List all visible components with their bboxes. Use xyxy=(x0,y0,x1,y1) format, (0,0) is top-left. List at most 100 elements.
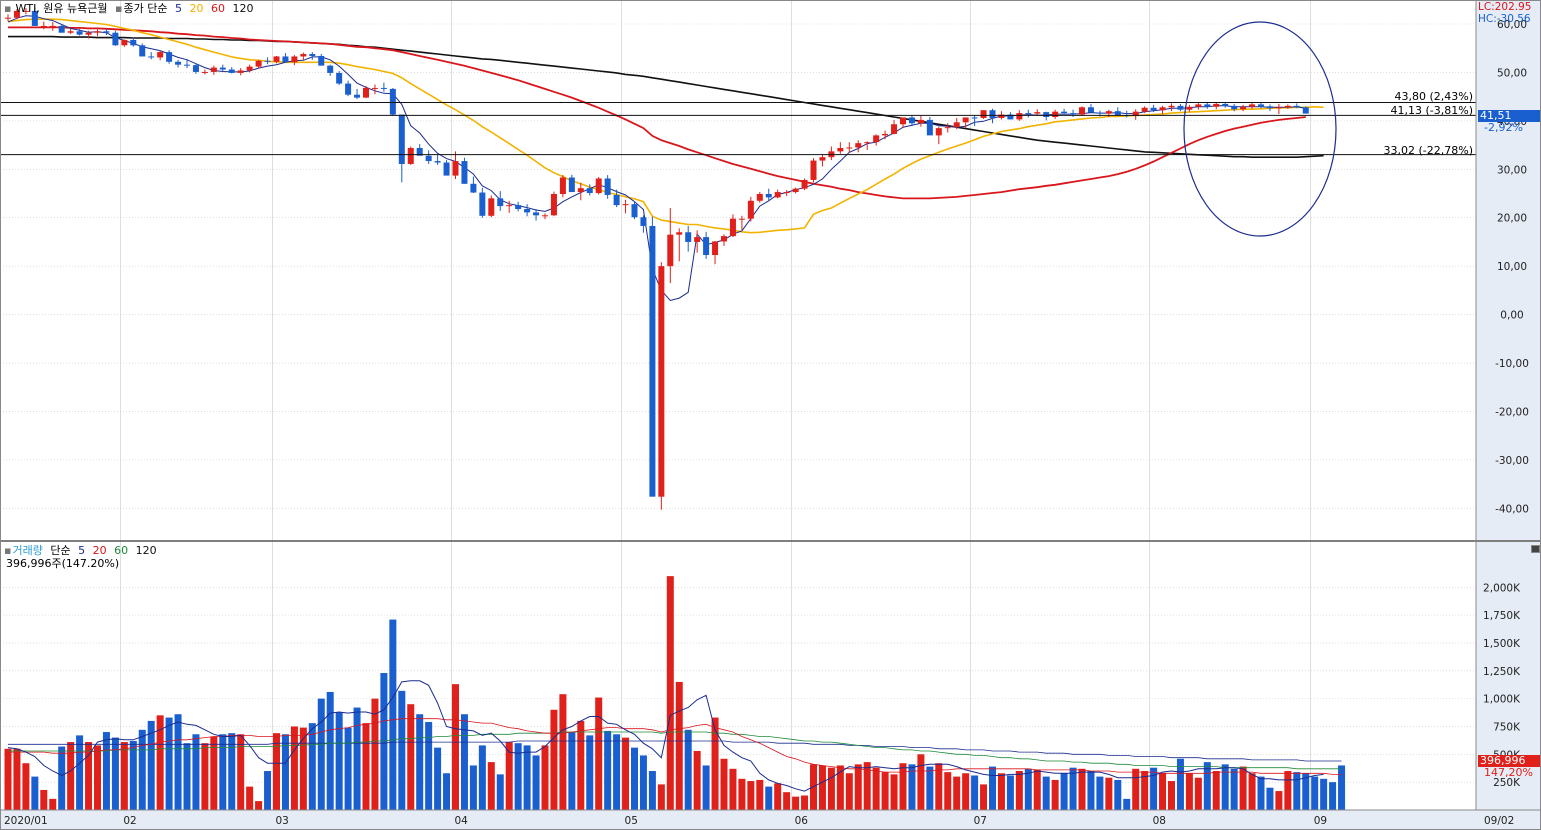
candle-body xyxy=(703,237,710,256)
ma60-line xyxy=(8,26,1306,200)
volume-bar xyxy=(953,776,961,810)
volume-bar xyxy=(505,742,513,810)
volume-bar xyxy=(1338,765,1346,810)
volume-panel-button[interactable] xyxy=(1531,545,1540,553)
candle-body xyxy=(112,32,119,46)
candle-body xyxy=(891,124,898,134)
volume-bar xyxy=(1221,764,1229,810)
volume-bar xyxy=(138,729,146,810)
candle-body xyxy=(291,56,298,63)
candle-body xyxy=(1052,111,1059,117)
volume-bar xyxy=(836,765,844,810)
current-price-change: -2,92% xyxy=(1484,121,1523,134)
price-tick-label: -10,00 xyxy=(1495,358,1529,370)
volume-bar xyxy=(1159,773,1167,810)
candle-body xyxy=(586,188,593,194)
volume-tick-label: 2,000K xyxy=(1483,582,1521,594)
price-tick-label: 30,00 xyxy=(1497,164,1527,176)
volume-bar xyxy=(210,736,218,810)
level-label-1: 43,80 (2,43%) xyxy=(1394,90,1473,103)
candle-body xyxy=(282,56,289,63)
volume-bar xyxy=(989,766,996,810)
candle-body xyxy=(738,218,745,220)
candle-body xyxy=(550,193,557,216)
volume-bar xyxy=(165,717,173,810)
candle-body xyxy=(40,25,47,27)
candle-body xyxy=(264,60,271,62)
volume-bar xyxy=(1239,766,1247,810)
candle-body xyxy=(801,179,808,189)
candle-body xyxy=(908,117,915,124)
volume-bar xyxy=(532,755,540,810)
candle-body xyxy=(1249,104,1256,107)
candle-body xyxy=(640,217,647,226)
volume-bar xyxy=(613,734,621,810)
volume-bar xyxy=(308,723,316,810)
candle-body xyxy=(667,234,674,267)
volume-bar xyxy=(102,732,110,810)
volume-bar xyxy=(1194,777,1202,810)
ma5-line xyxy=(7,15,1306,302)
candle-body xyxy=(792,188,799,193)
candle-body xyxy=(497,198,504,207)
volume-bar xyxy=(774,783,782,810)
volume-bar xyxy=(702,765,710,810)
volume-tick-label: 1,250K xyxy=(1483,666,1521,678)
candle-body xyxy=(944,127,951,129)
volume-bar xyxy=(111,737,119,810)
x-tick-label: 05 xyxy=(625,815,638,827)
ma-legend-marker-icon: ▪ xyxy=(115,2,123,15)
x-tick-label-last: 09/02 xyxy=(1484,815,1514,827)
vol-ma120-line xyxy=(8,740,1342,762)
x-axis-ticks: 2020/01 02 03 04 05 06 07 08 09 09/02 xyxy=(4,815,1514,827)
candle-body xyxy=(273,56,280,62)
candle-body xyxy=(130,39,137,46)
candle-body xyxy=(577,188,584,193)
volume-bar xyxy=(1185,773,1193,810)
candle-body xyxy=(1096,112,1103,114)
volume-bar xyxy=(147,720,155,810)
volume-tick-label: 750K xyxy=(1493,721,1521,733)
volume-bar xyxy=(1150,767,1158,810)
candle-body xyxy=(837,147,844,152)
candle-body xyxy=(237,70,244,73)
vol-ma5-legend: 5 xyxy=(78,544,86,557)
candle-body xyxy=(49,25,56,27)
candle-body xyxy=(613,194,620,206)
candle-body xyxy=(371,87,378,89)
volume-bar xyxy=(1176,758,1184,810)
candle-body xyxy=(926,119,933,136)
volume-bar xyxy=(890,774,898,810)
candle-body xyxy=(756,193,763,201)
ma120-line xyxy=(8,35,1324,158)
ma20-line xyxy=(7,18,1324,234)
candle-body xyxy=(1159,107,1166,111)
volume-bar xyxy=(631,747,638,810)
vol-ma60-line xyxy=(8,731,1342,770)
volume-bar xyxy=(559,694,567,810)
candle-body xyxy=(1213,103,1220,107)
volume-bar xyxy=(1203,762,1211,810)
candle-body xyxy=(712,241,719,256)
candle-body xyxy=(434,161,441,163)
volume-value-label: 396,996주(147.20%) xyxy=(6,557,120,570)
volume-bar xyxy=(917,754,925,810)
volume-bar xyxy=(487,762,495,810)
candle-body xyxy=(568,177,575,193)
volume-bar xyxy=(1060,773,1068,810)
volume-bar xyxy=(854,764,862,810)
volume-tick-label: 1,000K xyxy=(1483,694,1521,706)
candle-body xyxy=(425,155,432,162)
volume-bar xyxy=(1275,791,1283,810)
volume-bar xyxy=(648,771,656,810)
volume-bar xyxy=(1132,768,1140,810)
candle-body xyxy=(1266,106,1273,109)
volume-bar xyxy=(523,745,531,810)
candle-body xyxy=(1177,105,1184,110)
candle-body xyxy=(971,117,978,119)
volume-tick-label: 1,500K xyxy=(1483,638,1521,650)
candle-body xyxy=(1061,111,1068,114)
candle-body xyxy=(1275,107,1282,109)
candle-body xyxy=(1284,105,1291,108)
volume-bar xyxy=(201,743,209,810)
